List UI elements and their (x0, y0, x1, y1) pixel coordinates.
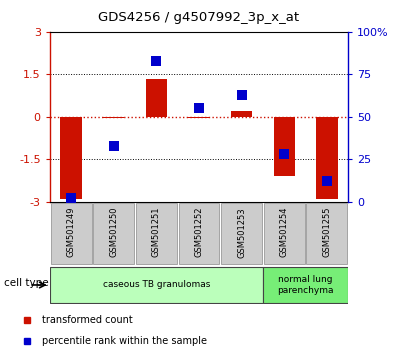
Point (111, 143, 117, 149)
Bar (103, 117, 124, 118)
Bar (188, 117, 210, 118)
Text: GSM501254: GSM501254 (280, 207, 289, 257)
Text: GSM501250: GSM501250 (109, 207, 118, 257)
Bar (146, 79, 167, 117)
Text: transformed count: transformed count (42, 315, 133, 325)
Point (196, 105, 202, 111)
Point (324, 178, 330, 184)
Bar (306, 203, 347, 264)
Text: GSM501252: GSM501252 (195, 207, 203, 257)
Point (153, 58, 160, 64)
Bar (274, 117, 295, 176)
Point (68, 195, 74, 201)
Bar (316, 117, 338, 199)
Text: percentile rank within the sample: percentile rank within the sample (42, 336, 207, 346)
Text: cell type: cell type (4, 278, 49, 288)
Point (281, 152, 287, 157)
Bar (264, 203, 305, 264)
Text: GSM501249: GSM501249 (66, 207, 76, 257)
Text: GSM501255: GSM501255 (322, 207, 332, 257)
Bar (179, 203, 219, 264)
Text: GDS4256 / g4507992_3p_x_at: GDS4256 / g4507992_3p_x_at (98, 11, 300, 24)
Bar (93, 203, 134, 264)
Bar (231, 111, 252, 117)
Bar (51, 203, 92, 264)
Text: GSM501251: GSM501251 (152, 207, 161, 257)
Bar (221, 203, 262, 264)
Text: caseous TB granulomas: caseous TB granulomas (103, 280, 210, 290)
Bar (60, 117, 82, 199)
Bar (50, 267, 263, 303)
Text: GSM501253: GSM501253 (237, 207, 246, 257)
Point (238, 92, 245, 98)
Text: normal lung
parenchyma: normal lung parenchyma (277, 275, 334, 295)
Bar (263, 267, 348, 303)
Bar (136, 203, 177, 264)
